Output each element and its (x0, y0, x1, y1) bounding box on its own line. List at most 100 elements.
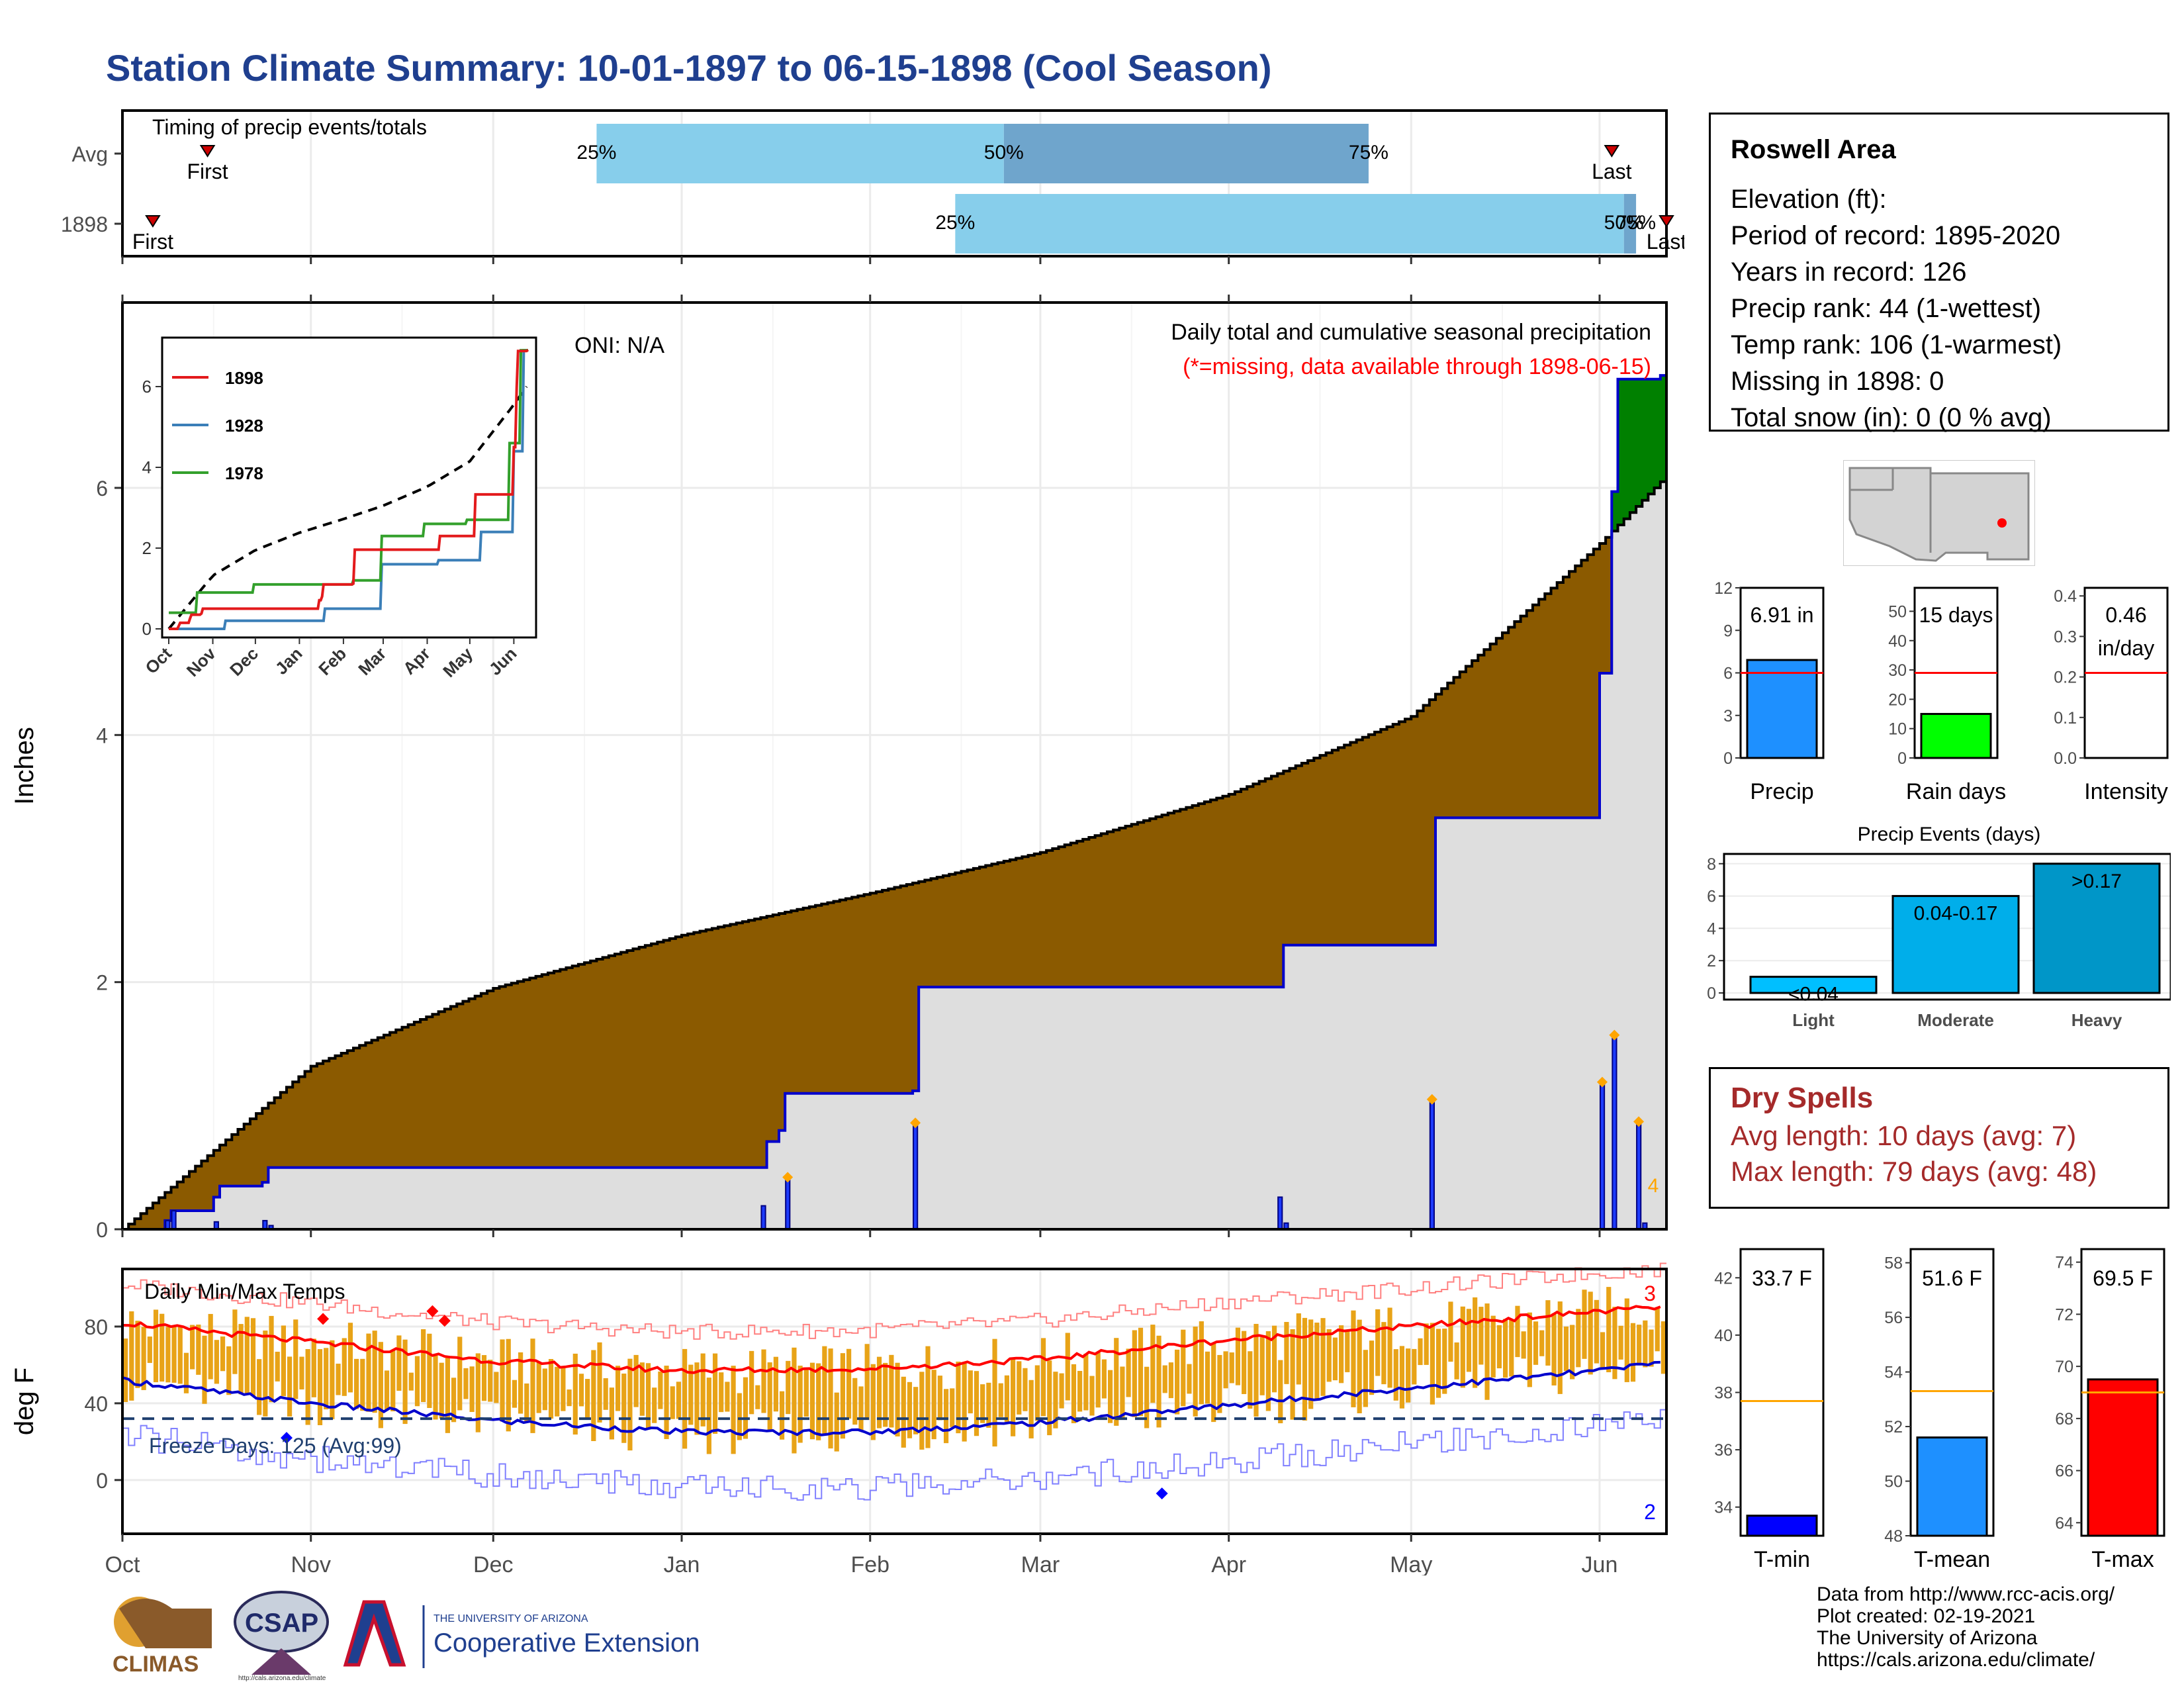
location-map (1843, 460, 2035, 566)
tmax-ytick-label: 70 (2055, 1358, 2073, 1376)
daily-temp-bar (913, 1387, 919, 1434)
daily-temp-bar (257, 1359, 262, 1415)
daily-precip-bar (1612, 1037, 1617, 1230)
daily-temp-bar (931, 1370, 936, 1440)
daily-temp-bar (445, 1356, 450, 1433)
daily-temp-bar (1023, 1368, 1028, 1411)
daily-temp-bar (469, 1366, 475, 1413)
daily-temp-bar (980, 1384, 985, 1423)
daily-temp-bar (1418, 1338, 1423, 1366)
daily-temp-bar (269, 1315, 274, 1403)
daily-temp-bar (1369, 1340, 1375, 1395)
inset-1898-line (169, 348, 529, 630)
temp-chart: 0 40 80 Daily Min/Max Temps Freeze Days: 125… (10, 1262, 1668, 1575)
daily-temp-bar (591, 1350, 596, 1441)
daily-temp-bar (1126, 1348, 1131, 1397)
daily-temp-bar (761, 1349, 766, 1413)
csap-url: http://cals.arizona.edu/climate (238, 1675, 326, 1681)
tmean-xlabel: T-mean (1914, 1547, 1990, 1572)
tmin-bar (1746, 1515, 1818, 1537)
credit-line: https://cals.arizona.edu/climate/ (1817, 1649, 2095, 1671)
daily-temp-bar (998, 1383, 1003, 1417)
daily-temp-bar (615, 1366, 621, 1411)
map-states (1848, 467, 2030, 562)
daily-precip-bar (760, 1205, 766, 1230)
daily-temp-bar (1521, 1331, 1526, 1359)
daily-temp-bar (1101, 1359, 1107, 1399)
raindays-ytick-label: 40 (1888, 632, 1907, 651)
daily-temp-bar (1454, 1342, 1459, 1380)
daily-temp-bar (1053, 1372, 1058, 1429)
daily-temp-bar (1339, 1325, 1344, 1383)
daily-temp-bar (645, 1363, 651, 1430)
daily-precip-bar (171, 1210, 177, 1230)
daily-temp-bar (779, 1391, 785, 1440)
timing-row-label: Avg (71, 142, 108, 166)
main-deficit-area (122, 375, 1666, 1229)
raindays-bar (1920, 713, 1992, 759)
tmin-ytick-label: 40 (1714, 1327, 1733, 1345)
daily-temp-bar (1490, 1315, 1496, 1378)
precip-rank-line: Precip rank: 44 (1-wettest) (1731, 294, 2042, 323)
daily-precip-bar (1429, 1101, 1435, 1230)
daily-temp-bar (1114, 1338, 1119, 1426)
daily-temp-bar (1643, 1320, 1648, 1368)
inset-legend-label: 1928 (225, 416, 263, 436)
daily-temp-bar (572, 1353, 578, 1435)
daily-temp-bar (250, 1318, 256, 1396)
avg-max-line (122, 1305, 1661, 1374)
daily-temp-bar (1308, 1319, 1314, 1409)
missing-note: (*=missing, data available through 1898-… (1183, 354, 1651, 379)
daily-temp-bar (414, 1356, 420, 1407)
events-xtick-label: Light (1792, 1010, 1835, 1029)
daily-max-marker (910, 1117, 921, 1129)
ua-small-text: THE UNIVERSITY OF ARIZONA (433, 1613, 588, 1624)
intensity-ytick-label: 0.1 (2054, 709, 2077, 727)
tmean-ytick-label: 56 (1884, 1309, 1903, 1327)
daily-temp-bar (433, 1355, 438, 1420)
daily-temp-bar (858, 1386, 864, 1431)
temp-ylabel: deg F (10, 1368, 39, 1435)
daily-temp-bar (1205, 1351, 1210, 1404)
precip-ytick-label: 12 (1714, 579, 1733, 598)
raindays-xlabel: Rain days (1906, 779, 2006, 804)
timing-first-label: First (187, 160, 228, 183)
daily-temp-bar (214, 1340, 219, 1384)
daily-temp-bar (1156, 1335, 1161, 1428)
daily-temp-bar (208, 1313, 213, 1380)
dry-spells-title: Dry Spells (1731, 1082, 1874, 1114)
daily-temp-bar (1242, 1331, 1247, 1394)
daily-precip-bar (913, 1125, 919, 1230)
daily-temp-bar (159, 1313, 165, 1382)
daily-temp-bar (202, 1335, 207, 1404)
daily-temp-bar (494, 1372, 499, 1403)
daily-temp-bar (183, 1352, 189, 1393)
temp-xtick-label: Mar (1021, 1552, 1060, 1575)
timing-first-marker (145, 215, 161, 228)
daily-temp-bar (1259, 1337, 1265, 1395)
daily-temp-bar (743, 1377, 749, 1439)
daily-temp-bar (822, 1346, 827, 1436)
daily-temp-bar (463, 1368, 469, 1399)
daily-temp-bar (1612, 1307, 1617, 1380)
temp-ytick-label: 40 (84, 1392, 108, 1416)
daily-temp-bar (1357, 1319, 1362, 1414)
temp-xtick-label: Dec (473, 1552, 513, 1575)
daily-temp-bar (1028, 1380, 1034, 1438)
daily-temp-bar (330, 1340, 335, 1419)
daily-temp-bar (147, 1336, 152, 1363)
daily-temp-bar (171, 1326, 177, 1383)
daily-temp-bar (1557, 1301, 1563, 1394)
daily-precip-bar (785, 1179, 791, 1231)
daily-temp-bar (609, 1387, 614, 1440)
page-title: Station Climate Summary: 10-01-1897 to 0… (106, 47, 1272, 89)
missing-line: Missing in 1898: 0 (1731, 367, 1944, 396)
intensity-ytick-label: 0.2 (2054, 669, 2077, 687)
daily-temp-bar (305, 1348, 310, 1425)
daily-temp-bar (457, 1336, 463, 1411)
precip-xlabel: Precip (1750, 779, 1813, 804)
daily-temp-bar (1655, 1307, 1660, 1352)
daily-temp-bar (1430, 1323, 1435, 1405)
intensity-ytick-label: 0.4 (2054, 587, 2077, 606)
timing-first-label: First (132, 230, 173, 254)
